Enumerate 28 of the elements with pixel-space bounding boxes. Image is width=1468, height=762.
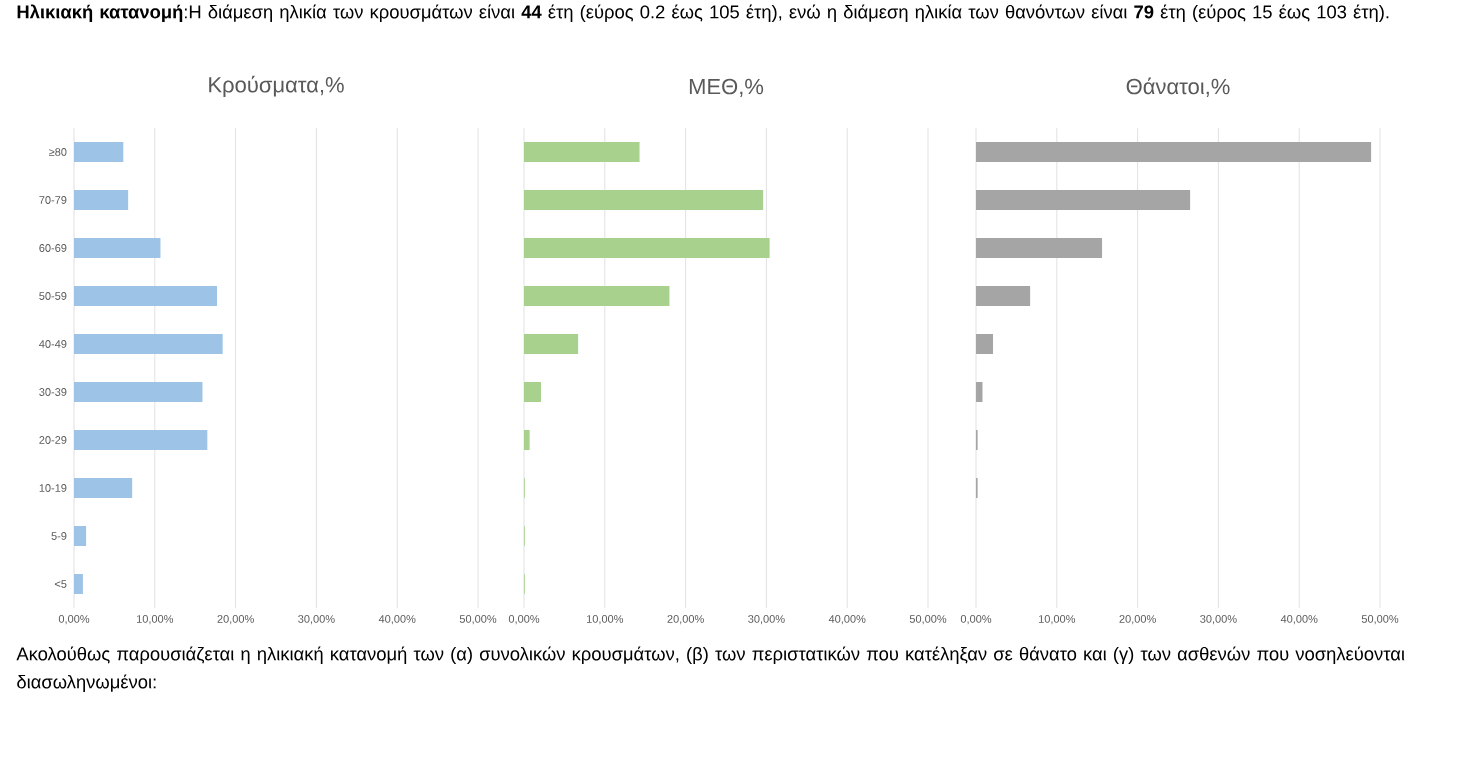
bar xyxy=(74,286,218,306)
bar xyxy=(976,286,1031,306)
text: Ακολούθως παρουσιάζεται η ηλικιακή κατανομή των (α) συνολικών κρουσμάτων, (β) των περιστατικών που κατέληξαν σε θάνατο και (γ) των ασθενών που νοσηλεύονται διασωληνωμένοι: xyxy=(16,646,1405,693)
bar xyxy=(74,382,203,402)
chart-title: ΜΕΘ,% xyxy=(689,78,764,97)
bar xyxy=(74,430,208,451)
chart-title: Κρούσματα,% xyxy=(209,75,344,97)
bar xyxy=(524,141,640,162)
bar xyxy=(74,574,83,594)
bar xyxy=(976,190,1191,210)
bar xyxy=(524,382,541,402)
bar xyxy=(524,430,530,451)
bar xyxy=(524,286,670,306)
bar xyxy=(976,238,1103,258)
bar xyxy=(74,190,129,210)
bar xyxy=(74,141,124,162)
bar xyxy=(74,526,87,546)
bar xyxy=(74,238,161,258)
bar xyxy=(74,334,223,354)
bar xyxy=(976,141,1372,162)
bar xyxy=(74,478,133,498)
bar xyxy=(976,334,993,354)
bar xyxy=(976,382,983,402)
text: Ηλικιακή κατανομή:Η διάμεση ηλικία των κρουσμάτων είναι 44 έτη (εύρος 0.2 έως 105 έτη), ενώ η διάμεση ηλικία των θανόντων είναι 79 έτη (εύρος 15 έως 103 έτη). xyxy=(17,4,1389,23)
bar xyxy=(524,190,764,210)
bar xyxy=(524,334,579,354)
bar xyxy=(524,238,770,258)
chart-title: Θάνατοι,% xyxy=(1126,77,1230,97)
